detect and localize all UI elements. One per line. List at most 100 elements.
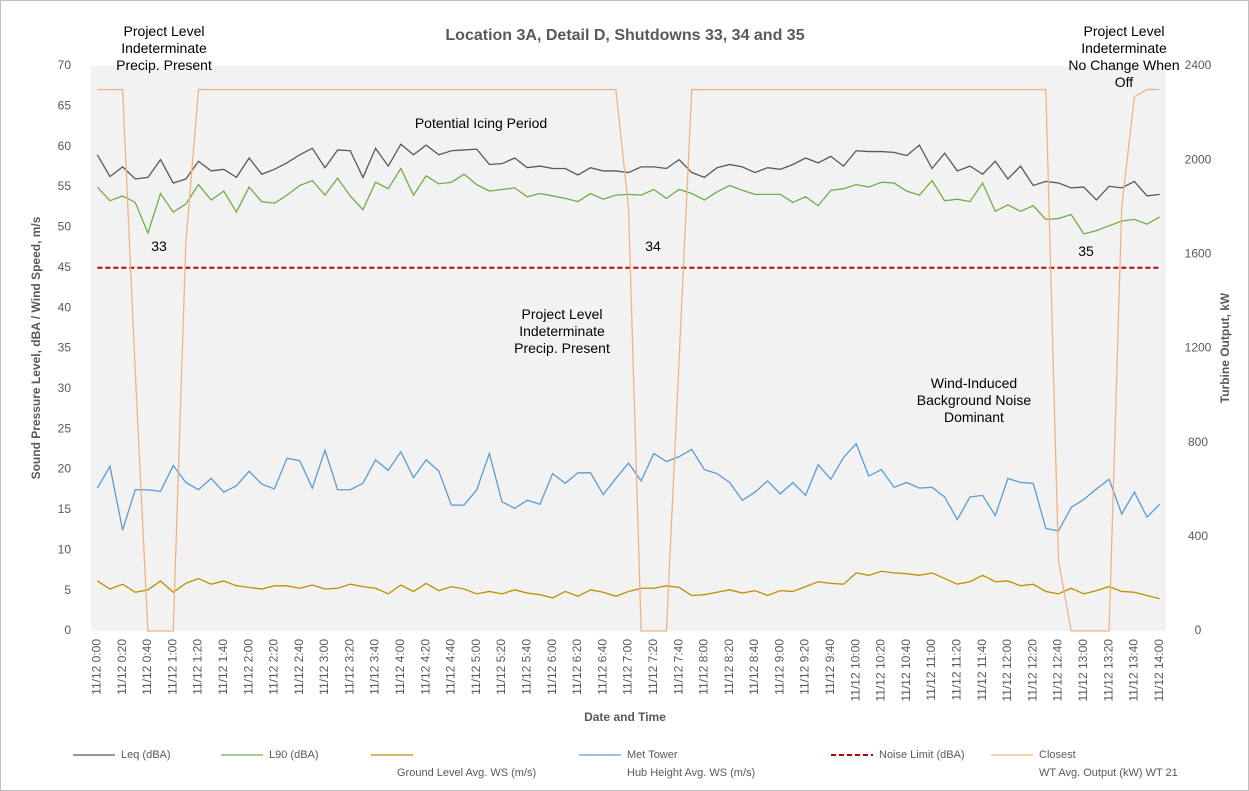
x-tick-label: 11/12 2:20 (267, 639, 281, 695)
x-tick-label: 11/12 3:40 (368, 639, 382, 695)
legend-item: Leq (dBA) (71, 746, 171, 782)
legend-swatch (73, 754, 115, 756)
legend-swatch (371, 754, 413, 756)
x-tick-label: 11/12 1:40 (216, 639, 230, 695)
y2-tick-label: 1600 (1185, 247, 1212, 261)
x-tick-label: 11/12 6:00 (545, 639, 559, 695)
y-tick-label: 25 (58, 421, 72, 435)
x-tick-label: 11/12 5:40 (519, 639, 533, 695)
x-tick-label: 11/12 2:00 (241, 639, 255, 695)
x-tick-label: 11/12 9:20 (798, 639, 812, 695)
legend-label: Met Tower Hub Height Avg. WS (m/s) (627, 749, 756, 779)
plot-area (91, 66, 1166, 631)
y-tick-label: 5 (64, 583, 71, 597)
annotation: Wind-Induced Background Noise Dominant (916, 375, 1032, 425)
x-tick-label: 11/12 10:00 (848, 639, 862, 702)
y-tick-label: 50 (58, 220, 72, 234)
y-tick-label: 0 (64, 623, 71, 637)
x-tick-label: 11/12 4:00 (393, 639, 407, 695)
x-tick-label: 11/12 14:00 (1152, 639, 1166, 702)
x-tick-label: 11/12 5:20 (494, 639, 508, 695)
annotation: 35 (1078, 243, 1094, 259)
x-axis-title: Date and Time (584, 710, 666, 724)
x-tick-label: 11/12 11:00 (924, 639, 938, 701)
x-tick-label: 11/12 9:00 (772, 639, 786, 695)
x-tick-label: 11/12 10:40 (899, 639, 913, 702)
y2-axis-title: Turbine Output, kW (1218, 292, 1232, 403)
y2-tick-label: 2400 (1185, 58, 1212, 72)
legend-swatch (221, 754, 263, 756)
annotation: Potential Icing Period (414, 115, 548, 131)
x-tick-label: 11/12 6:20 (570, 639, 584, 695)
legend-item: Ground Level Avg. WS (m/s) (369, 746, 537, 790)
x-tick-label: 11/12 12:20 (1025, 639, 1039, 702)
annotation: 33 (151, 238, 167, 254)
y2-tick-label: 2000 (1185, 152, 1212, 166)
legend-item: Closest WT Avg. Output (kW) WT 21 (989, 746, 1178, 782)
y2-tick-label: 0 (1195, 623, 1202, 637)
legend-swatch (831, 754, 873, 756)
y2-tick-label: 1200 (1185, 341, 1212, 355)
x-tick-label: 11/12 0:20 (115, 639, 129, 695)
x-tick-label: 11/12 2:40 (292, 639, 306, 695)
x-tick-label: 11/12 7:40 (671, 639, 685, 695)
x-tick-label: 11/12 8:20 (722, 639, 736, 695)
x-tick-label: 11/12 5:00 (469, 639, 483, 695)
x-tick-label: 11/12 1:00 (165, 639, 179, 695)
annotation: 34 (645, 238, 661, 254)
x-tick-label: 11/12 3:20 (342, 639, 356, 695)
series-line (96, 167, 1161, 235)
y-tick-label: 15 (58, 502, 72, 516)
series-line (97, 88, 1160, 632)
y-tick-label: 10 (58, 542, 72, 556)
y-tick-label: 55 (58, 179, 72, 193)
x-tick-label: 11/12 4:40 (444, 639, 458, 695)
x-tick-label: 11/12 8:40 (747, 639, 761, 695)
y-tick-label: 35 (58, 341, 72, 355)
legend-item: Noise Limit (dBA) (829, 746, 965, 782)
series-line (96, 442, 1161, 532)
legend-swatch (991, 754, 1033, 756)
x-tick-label: 11/12 1:20 (191, 639, 205, 695)
x-tick-label: 11/12 12:00 (1000, 639, 1014, 702)
series-line (96, 143, 1160, 201)
y-tick-label: 45 (58, 260, 72, 274)
x-tick-label: 11/12 9:40 (823, 639, 837, 695)
legend-label: Leq (dBA) (121, 749, 171, 761)
y-tick-label: 65 (58, 99, 72, 113)
y-tick-label: 70 (58, 58, 72, 72)
legend-item: Met Tower Hub Height Avg. WS (m/s) (577, 746, 755, 782)
x-tick-label: 11/12 7:20 (646, 639, 660, 695)
legend-label: Closest WT Avg. Output (kW) WT 21 (1039, 749, 1178, 779)
y-tick-label: 20 (58, 462, 72, 476)
x-tick-label: 11/12 8:00 (697, 639, 711, 695)
x-tick-label: 11/12 0:00 (89, 639, 103, 695)
y2-tick-label: 400 (1188, 529, 1208, 543)
annotation: Project Level Indeterminate Precip. Pres… (116, 23, 212, 73)
x-tick-label: 11/12 6:40 (595, 639, 609, 695)
annotation: Project Level Indeterminate No Change Wh… (1068, 23, 1180, 90)
x-tick-label: 11/12 13:00 (1076, 639, 1090, 702)
y2-tick-label: 800 (1188, 435, 1208, 449)
x-tick-label: 11/12 3:00 (317, 639, 331, 695)
x-tick-label: 11/12 12:40 (1051, 639, 1065, 702)
x-tick-label: 11/12 0:40 (140, 639, 154, 695)
x-tick-label: 11/12 11:40 (975, 639, 989, 701)
x-tick-label: 11/12 10:20 (874, 639, 888, 702)
chart-title: Location 3A, Detail D, Shutdowns 33, 34 … (445, 27, 804, 44)
y-tick-label: 40 (58, 300, 72, 314)
legend-swatch (579, 754, 621, 756)
legend-item: L90 (dBA) (219, 746, 319, 782)
y-tick-label: 60 (58, 139, 72, 153)
x-tick-label: 11/12 11:20 (949, 639, 963, 701)
series-line (96, 570, 1160, 600)
x-tick-label: 11/12 13:20 (1101, 639, 1115, 702)
annotation: Project Level Indeterminate Precip. Pres… (514, 306, 610, 356)
y-axis-title: Sound Pressure Level, dBA / Wind Speed, … (29, 216, 43, 479)
x-tick-label: 11/12 7:00 (621, 639, 635, 695)
x-tick-label: 11/12 13:40 (1127, 639, 1141, 702)
legend-label: Ground Level Avg. WS (m/s) (397, 767, 537, 779)
y-tick-label: 30 (58, 381, 72, 395)
